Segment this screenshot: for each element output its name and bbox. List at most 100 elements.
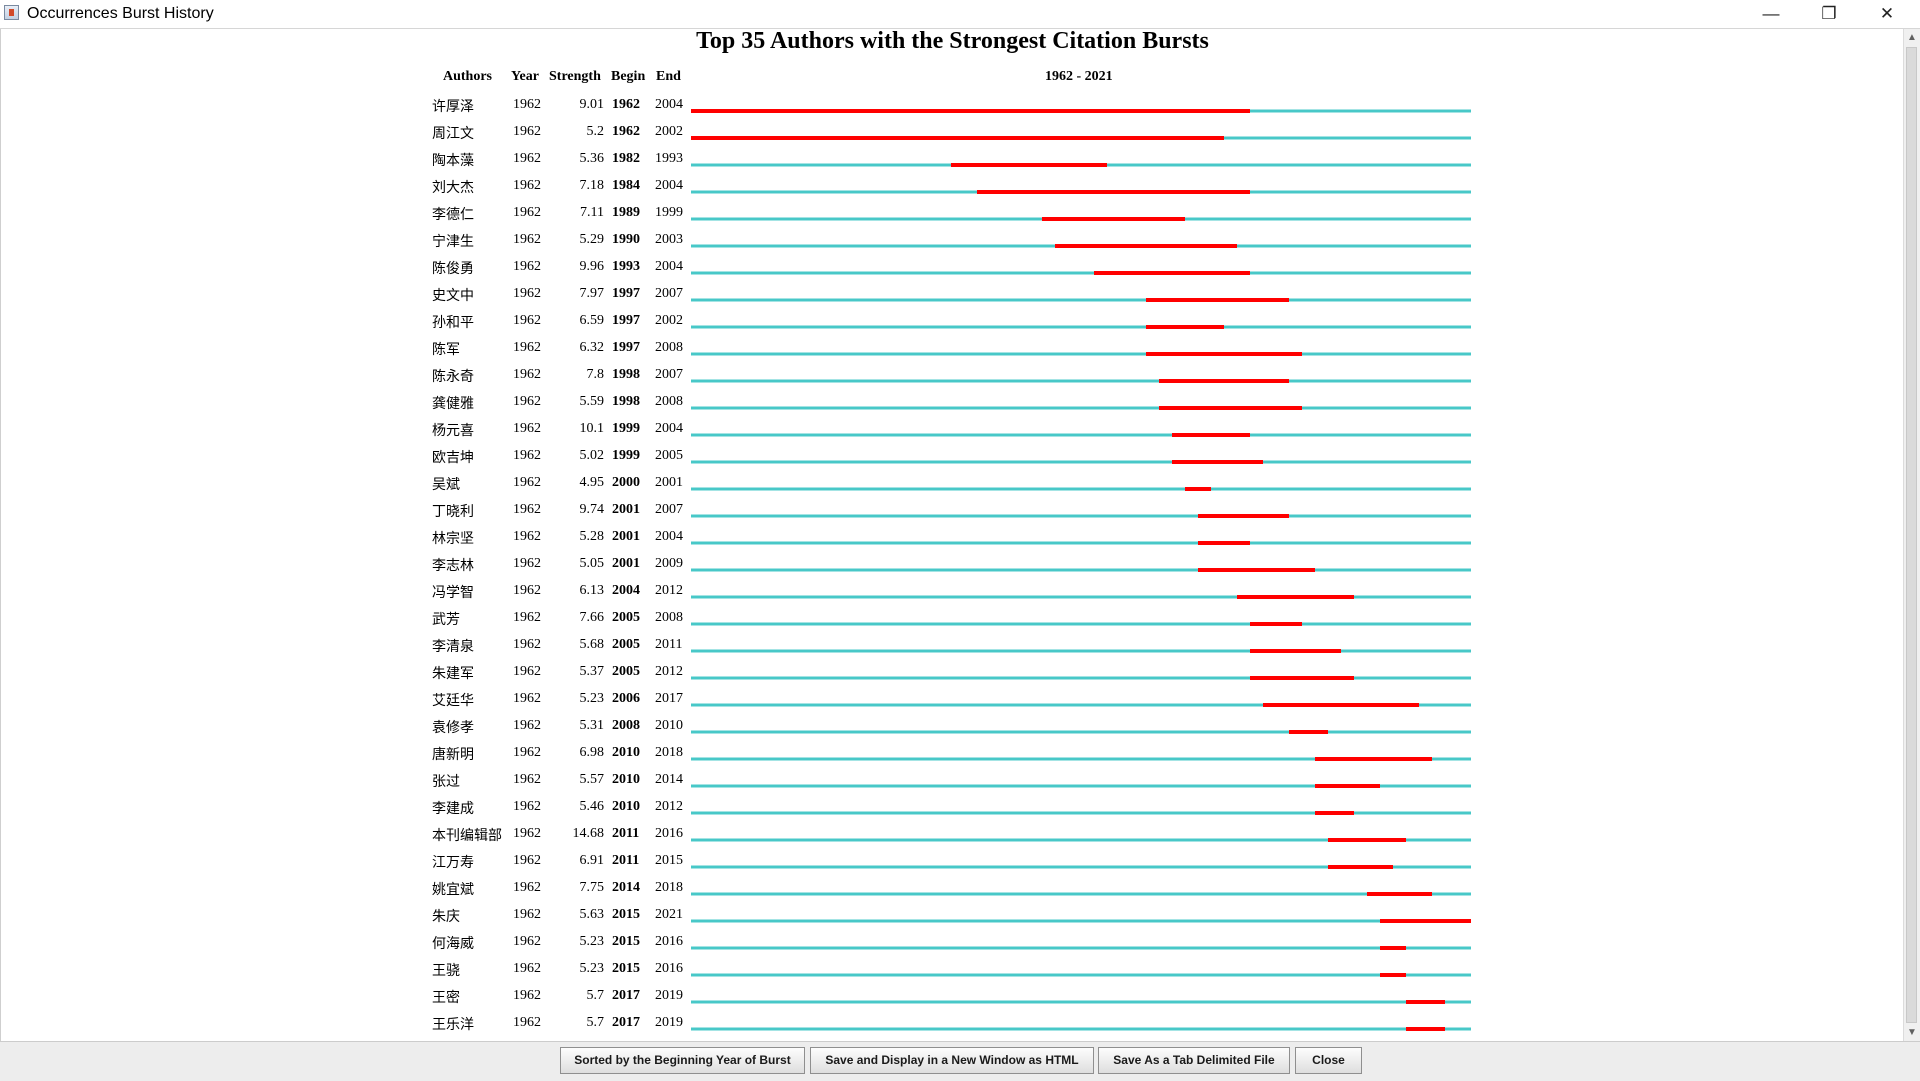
end-cell: 2004 xyxy=(655,529,683,544)
author-row: 本刊编辑部 1962 14.68 2011 2016 xyxy=(1,826,1904,853)
end-cell: 2007 xyxy=(655,367,683,382)
begin-cell: 1962 xyxy=(612,124,640,139)
strength-cell: 10.1 xyxy=(579,421,605,436)
author-row: 丁晓利 1962 9.74 2001 2007 xyxy=(1,502,1904,529)
strength-cell: 5.7 xyxy=(586,1015,605,1030)
chart-title: Top 35 Authors with the Strongest Citati… xyxy=(696,28,1209,54)
strength-cell: 14.68 xyxy=(572,826,605,841)
author-name: 武芳 xyxy=(432,612,460,628)
strength-cell: 5.37 xyxy=(579,664,605,679)
close-window-icon[interactable]: ✕ xyxy=(1879,4,1895,23)
scrollbar-thumb[interactable] xyxy=(1906,47,1917,1023)
header-end: End xyxy=(656,69,681,84)
author-row: 宁津生 1962 5.29 1990 2003 xyxy=(1,232,1904,259)
author-row: 孙和平 1962 6.59 1997 2002 xyxy=(1,313,1904,340)
begin-cell: 2010 xyxy=(612,799,640,814)
begin-cell: 1982 xyxy=(612,151,640,166)
year-cell: 1962 xyxy=(513,610,541,625)
end-cell: 2007 xyxy=(655,286,683,301)
author-row: 李清泉 1962 5.68 2005 2011 xyxy=(1,637,1904,664)
scroll-up-arrow-icon[interactable]: ▲ xyxy=(1907,32,1917,43)
strength-cell: 4.95 xyxy=(579,475,605,490)
author-row: 林宗坚 1962 5.28 2001 2004 xyxy=(1,529,1904,556)
strength-cell: 7.18 xyxy=(579,178,605,193)
year-cell: 1962 xyxy=(513,745,541,760)
end-cell: 2008 xyxy=(655,340,683,355)
strength-cell: 9.74 xyxy=(579,502,605,517)
year-cell: 1962 xyxy=(513,448,541,463)
end-cell: 2012 xyxy=(655,583,683,598)
end-cell: 2016 xyxy=(655,961,683,976)
end-cell: 2004 xyxy=(655,259,683,274)
author-name: 周江文 xyxy=(432,126,474,142)
save-tab-delimited-button[interactable]: Save As a Tab Delimited File xyxy=(1098,1047,1290,1074)
strength-cell: 7.8 xyxy=(586,367,605,382)
strength-cell: 6.91 xyxy=(579,853,605,868)
year-cell: 1962 xyxy=(513,988,541,1003)
year-cell: 1962 xyxy=(513,529,541,544)
author-row: 冯学智 1962 6.13 2004 2012 xyxy=(1,583,1904,610)
burst-timeline-svg xyxy=(691,109,1471,1031)
begin-cell: 2001 xyxy=(612,502,640,517)
close-button[interactable]: Close xyxy=(1295,1047,1362,1074)
strength-cell: 5.23 xyxy=(579,691,605,706)
author-row: 王骁 1962 5.23 2015 2016 xyxy=(1,961,1904,988)
year-cell: 1962 xyxy=(513,1015,541,1030)
end-cell: 2019 xyxy=(655,1015,683,1030)
begin-cell: 2005 xyxy=(612,664,640,679)
author-name: 吴斌 xyxy=(432,477,460,493)
author-name: 朱建军 xyxy=(432,666,474,682)
begin-cell: 1999 xyxy=(612,448,640,463)
begin-cell: 1993 xyxy=(612,259,640,274)
author-row: 陈军 1962 6.32 1997 2008 xyxy=(1,340,1904,367)
year-cell: 1962 xyxy=(513,313,541,328)
begin-cell: 1997 xyxy=(612,313,640,328)
author-name: 李德仁 xyxy=(432,207,474,223)
begin-cell: 1984 xyxy=(612,178,640,193)
end-cell: 2004 xyxy=(655,178,683,193)
year-cell: 1962 xyxy=(513,502,541,517)
author-row: 武芳 1962 7.66 2005 2008 xyxy=(1,610,1904,637)
author-name: 艾廷华 xyxy=(432,693,474,709)
begin-cell: 2004 xyxy=(612,583,640,598)
year-cell: 1962 xyxy=(513,961,541,976)
header-strength: Strength xyxy=(549,69,601,84)
end-cell: 2014 xyxy=(655,772,683,787)
year-cell: 1962 xyxy=(513,475,541,490)
strength-cell: 5.46 xyxy=(579,799,605,814)
begin-cell: 2015 xyxy=(612,907,640,922)
end-cell: 2021 xyxy=(655,907,683,922)
author-name: 李志林 xyxy=(432,558,474,574)
author-row: 张过 1962 5.57 2010 2014 xyxy=(1,772,1904,799)
begin-cell: 1997 xyxy=(612,286,640,301)
save-html-button[interactable]: Save and Display in a New Window as HTML xyxy=(810,1047,1094,1074)
end-cell: 2018 xyxy=(655,880,683,895)
header-year: Year xyxy=(511,69,539,84)
end-cell: 2017 xyxy=(655,691,683,706)
restore-icon[interactable]: ❐ xyxy=(1821,4,1837,23)
strength-cell: 5.02 xyxy=(579,448,605,463)
scroll-down-arrow-icon[interactable]: ▼ xyxy=(1907,1027,1917,1038)
strength-cell: 9.96 xyxy=(579,259,605,274)
minimize-icon[interactable]: — xyxy=(1762,4,1780,23)
end-cell: 2005 xyxy=(655,448,683,463)
author-row: 龚健雅 1962 5.59 1998 2008 xyxy=(1,394,1904,421)
begin-cell: 2010 xyxy=(612,745,640,760)
sort-by-begin-year-button[interactable]: Sorted by the Beginning Year of Burst xyxy=(560,1047,805,1074)
author-name: 孙和平 xyxy=(432,315,474,331)
author-name: 陈永奇 xyxy=(432,369,474,385)
year-cell: 1962 xyxy=(513,772,541,787)
author-row: 艾廷华 1962 5.23 2006 2017 xyxy=(1,691,1904,718)
begin-cell: 2008 xyxy=(612,718,640,733)
begin-cell: 2005 xyxy=(612,610,640,625)
author-row: 李志林 1962 5.05 2001 2009 xyxy=(1,556,1904,583)
end-cell: 2003 xyxy=(655,232,683,247)
begin-cell: 2006 xyxy=(612,691,640,706)
begin-cell: 2001 xyxy=(612,529,640,544)
begin-cell: 2015 xyxy=(612,934,640,949)
author-name: 李清泉 xyxy=(432,639,474,655)
author-row: 欧吉坤 1962 5.02 1999 2005 xyxy=(1,448,1904,475)
vertical-scrollbar[interactable]: ▲ ▼ xyxy=(1903,29,1920,1041)
strength-cell: 5.23 xyxy=(579,961,605,976)
author-row: 唐新明 1962 6.98 2010 2018 xyxy=(1,745,1904,772)
